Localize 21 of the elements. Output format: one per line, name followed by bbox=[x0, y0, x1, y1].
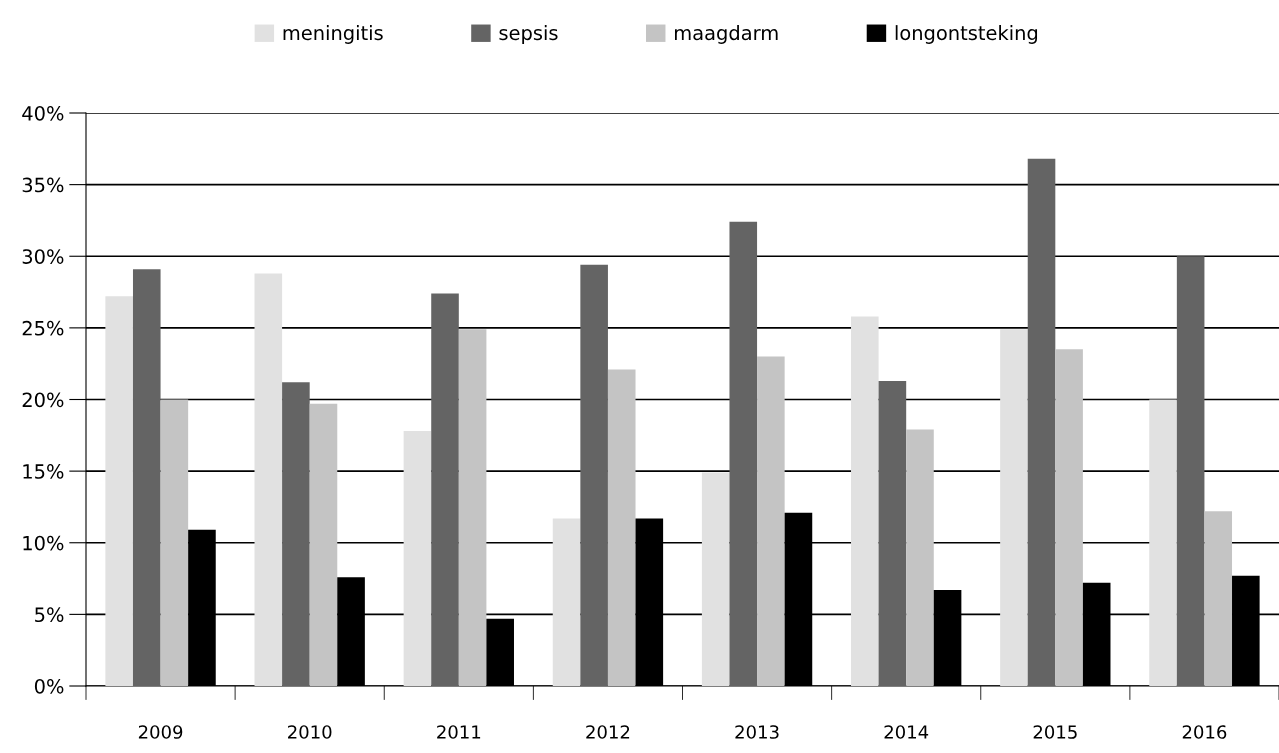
y-tick-label: 15% bbox=[23, 464, 64, 479]
y-tick-label: 40% bbox=[22, 105, 64, 121]
legend-label: longontsteking bbox=[895, 25, 1038, 44]
x-tick-label: 2010 bbox=[288, 725, 332, 739]
x-tick-label: 2013 bbox=[735, 725, 779, 739]
y-tick-label: 10% bbox=[23, 535, 64, 551]
y-tick-label: 30% bbox=[22, 249, 64, 264]
legend-label: meningitis bbox=[283, 25, 383, 44]
y-tick-label: 20% bbox=[22, 392, 64, 408]
x-tick-label: 2014 bbox=[884, 725, 929, 739]
legend-label: maagdarm bbox=[675, 25, 778, 44]
x-tick-label: 2015 bbox=[1033, 725, 1077, 739]
y-tick-label: 35% bbox=[22, 177, 64, 193]
x-tick-label: 2012 bbox=[586, 725, 630, 739]
x-tick-label: 2011 bbox=[437, 725, 481, 739]
y-tick-label: 5% bbox=[35, 607, 64, 623]
x-tick-label: 2009 bbox=[138, 725, 183, 739]
legend-label: sepsis bbox=[499, 25, 558, 44]
y-tick-label: 0% bbox=[34, 678, 64, 694]
y-tick-label: 25% bbox=[22, 320, 64, 336]
x-tick-label: 2016 bbox=[1182, 725, 1227, 739]
